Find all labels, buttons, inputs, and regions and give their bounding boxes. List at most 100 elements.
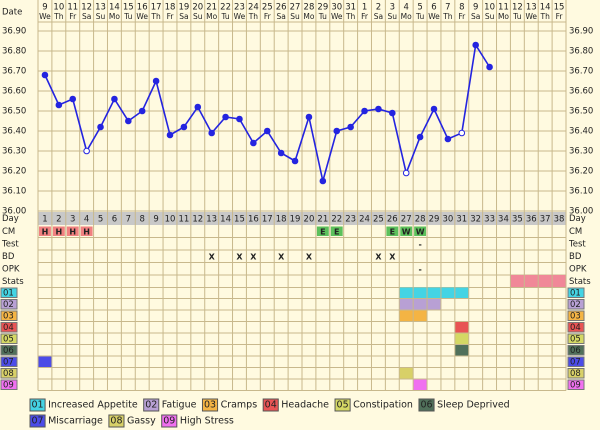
weekday: Sa xyxy=(82,12,91,21)
day-number: 31 xyxy=(456,215,467,225)
day-number: 25 xyxy=(373,215,384,225)
temperature-point xyxy=(125,117,132,125)
date: 22 xyxy=(220,3,231,13)
temperature-point xyxy=(375,105,382,113)
cell xyxy=(400,226,413,236)
code-box-right xyxy=(567,322,585,333)
date: 11 xyxy=(67,3,78,13)
date: 12 xyxy=(512,3,523,13)
symptom-code-right: 06 xyxy=(570,346,581,356)
temperature-point xyxy=(472,41,479,49)
date: 9 xyxy=(42,3,47,13)
date: 25 xyxy=(262,3,273,13)
legend-name: Sleep Deprived xyxy=(437,400,510,411)
date: 10 xyxy=(53,3,64,13)
day-number: 6 xyxy=(112,215,117,225)
day-number: 35 xyxy=(512,215,523,225)
legend-box xyxy=(334,398,351,412)
cell xyxy=(414,226,427,236)
code-box-right xyxy=(567,310,585,321)
symptom-cell xyxy=(399,299,414,310)
weekday: Fr xyxy=(458,12,466,21)
symptom-code-right: 02 xyxy=(570,300,581,310)
weekday: Su xyxy=(96,12,106,21)
legend-code: 01 xyxy=(32,400,44,411)
temperature-point xyxy=(250,139,257,147)
weekday: Su xyxy=(290,12,300,21)
row-label-right: Test xyxy=(568,239,586,249)
legend-box xyxy=(262,398,279,412)
y-tick-label: 36.00 xyxy=(2,207,26,217)
weekday: Th xyxy=(345,12,356,21)
code-box xyxy=(0,368,18,379)
legend-code: 09 xyxy=(163,416,175,427)
symptom-cell xyxy=(440,287,455,298)
date: 3 xyxy=(390,3,395,13)
cell-text: H xyxy=(83,227,90,236)
code-box-right xyxy=(567,368,585,379)
weekday: We xyxy=(234,12,246,21)
day-number: 36 xyxy=(526,215,537,225)
symptom-cell xyxy=(399,310,414,321)
legend-name: Gassy xyxy=(127,416,156,427)
code-box xyxy=(0,287,18,298)
day-number: 24 xyxy=(359,215,370,225)
cell-text: H xyxy=(42,227,49,236)
cell xyxy=(66,226,79,236)
legend-name: Miscarriage xyxy=(48,416,103,427)
y-tick-label: 36.60 xyxy=(2,87,26,97)
date: 13 xyxy=(526,3,537,13)
date-label: Date xyxy=(2,8,22,18)
row-label: Test xyxy=(1,239,19,249)
legend-name: Cramps xyxy=(221,400,258,411)
y-tick-label-right: 36.00 xyxy=(569,207,593,217)
cell xyxy=(52,226,65,236)
day-number: 23 xyxy=(345,215,356,225)
y-tick-label: 36.80 xyxy=(2,47,26,57)
temperature-point xyxy=(416,133,424,141)
symptom-cell xyxy=(454,287,469,298)
row-label-right: BD xyxy=(569,252,582,262)
weekday: Tu xyxy=(123,12,132,21)
code-box-right xyxy=(567,379,585,390)
code-box xyxy=(0,379,18,390)
date: 6 xyxy=(431,3,436,13)
y-tick-label: 36.20 xyxy=(2,167,26,177)
day-number: 38 xyxy=(554,215,565,225)
symptom-cell xyxy=(413,287,428,298)
legend-box xyxy=(29,414,46,428)
temperature-point xyxy=(55,101,63,109)
row-label: BD xyxy=(2,252,15,262)
legend-box xyxy=(29,398,46,412)
weekday: We xyxy=(39,12,51,21)
day-number: 14 xyxy=(220,215,231,225)
cell xyxy=(330,226,343,236)
date: 7 xyxy=(445,3,450,13)
cell-text: E xyxy=(390,227,395,236)
temperature-point xyxy=(166,131,174,139)
weekday: Tu xyxy=(318,12,327,21)
symptom-code-right: 04 xyxy=(570,323,581,333)
day-number: 26 xyxy=(387,215,398,225)
symptom-code-right: 08 xyxy=(570,369,581,379)
weekday: Fr xyxy=(264,12,272,21)
cell-text: X xyxy=(306,252,313,261)
day-number: 7 xyxy=(126,215,131,225)
cell xyxy=(386,226,399,236)
weekday: Tu xyxy=(415,12,424,21)
y-tick-label: 36.70 xyxy=(2,67,26,77)
weekday: Sa xyxy=(179,12,188,21)
day-number: 2 xyxy=(56,215,61,225)
temperature-point xyxy=(291,157,299,165)
y-tick-label: 36.50 xyxy=(2,107,26,117)
day-number: 22 xyxy=(331,215,342,225)
legend-code: 07 xyxy=(32,416,44,427)
legend-box xyxy=(108,414,125,428)
temperature-point xyxy=(111,95,118,103)
symptom-code: 03 xyxy=(3,311,14,321)
legend-name: Increased Appetite xyxy=(48,400,138,411)
cell-text: E xyxy=(334,227,339,236)
symptom-code: 06 xyxy=(3,346,14,356)
weekday: We xyxy=(525,12,537,21)
